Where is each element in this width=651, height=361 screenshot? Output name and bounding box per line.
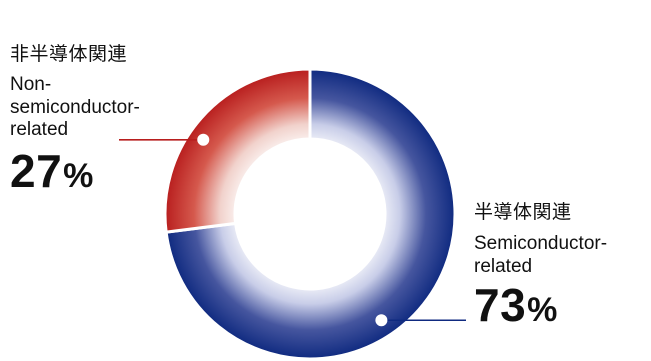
value-non-semiconductor: 27% <box>10 144 140 198</box>
label-semiconductor-en: Semiconductor- related <box>474 233 608 277</box>
label-non-semiconductor: 非半導体関連 Non- semiconductor- related 27% <box>10 44 140 198</box>
value-non-semiconductor-unit: % <box>63 156 94 195</box>
leader-semiconductor <box>375 314 466 327</box>
slice-non-semiconductor <box>163 67 312 234</box>
value-non-semiconductor-number: 27 <box>10 144 63 197</box>
label-semiconductor-jp: 半導体関連 <box>474 202 572 223</box>
leader-semiconductor-dot <box>375 314 388 327</box>
label-non-semiconductor-en: Non- semiconductor- related <box>10 74 140 141</box>
value-semiconductor: 73% <box>474 278 607 332</box>
label-semiconductor: 半導体関連 Semiconductor- related 73% <box>474 202 607 332</box>
label-non-semiconductor-jp: 非半導体関連 <box>10 44 128 65</box>
leader-non-semiconductor <box>119 133 210 146</box>
value-semiconductor-number: 73 <box>474 279 527 332</box>
value-semiconductor-unit: % <box>527 291 558 330</box>
leader-non-semiconductor-dot <box>197 133 210 146</box>
slice-semiconductor <box>164 67 457 361</box>
